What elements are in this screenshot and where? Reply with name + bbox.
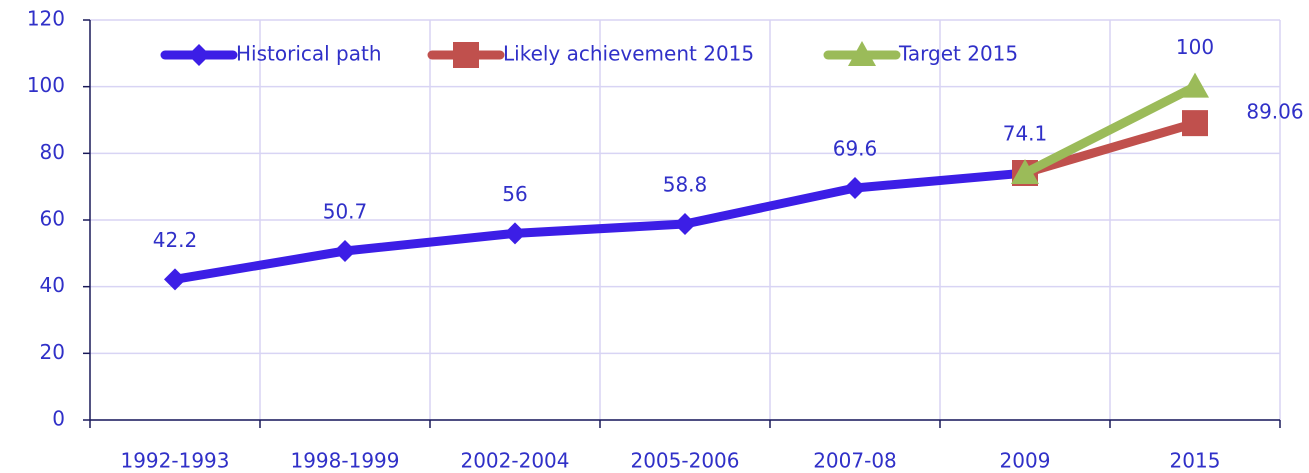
y-tick-label: 20 <box>40 340 65 364</box>
marker <box>1011 159 1039 184</box>
y-tick-label: 80 <box>40 140 65 164</box>
data-label: 50.7 <box>323 200 368 224</box>
data-label: 100 <box>1176 35 1214 59</box>
y-tick-label: 120 <box>27 7 65 31</box>
legend-marker <box>453 42 479 68</box>
legend-label: Likely achievement 2015 <box>503 42 754 66</box>
series-line <box>1023 118 1197 178</box>
legend-label: Target 2015 <box>898 42 1018 66</box>
marker <box>504 222 526 245</box>
x-tick-label: 2015 <box>1170 449 1221 473</box>
y-tick-label: 60 <box>40 207 65 231</box>
marker <box>844 177 866 199</box>
legend-marker <box>848 41 876 66</box>
legend-item: Target 2015 <box>823 41 1018 66</box>
y-tick-label: 0 <box>52 407 65 431</box>
series: 89.06 <box>1012 100 1304 186</box>
x-tick-label: 2002-2004 <box>460 449 569 473</box>
x-tick-label: 1998-1999 <box>290 449 399 473</box>
legend-item: Historical path <box>160 42 382 66</box>
marker <box>1181 72 1209 98</box>
series-line <box>174 168 1026 284</box>
data-label: 69.6 <box>833 137 878 161</box>
x-tick-label: 2009 <box>1000 449 1051 473</box>
x-tick-label: 2005-2006 <box>630 449 739 473</box>
x-tick-label: 2007-08 <box>813 449 897 473</box>
data-label: 42.2 <box>153 228 198 252</box>
y-tick-label: 100 <box>27 73 65 97</box>
legend-marker <box>188 44 210 66</box>
series: 100 <box>1011 35 1214 184</box>
data-label: 89.06 <box>1246 100 1303 124</box>
legend-item: Likely achievement 2015 <box>427 42 754 68</box>
marker <box>334 240 356 262</box>
legend-label: Historical path <box>236 42 382 66</box>
data-label: 74.1 <box>1003 122 1048 146</box>
y-tick-label: 40 <box>40 273 65 297</box>
series-line <box>1022 82 1198 178</box>
marker <box>674 213 696 235</box>
data-label: 58.8 <box>663 173 708 197</box>
data-label: 56 <box>502 182 527 206</box>
marker <box>1182 110 1208 137</box>
marker <box>164 268 186 291</box>
x-tick-label: 1992-1993 <box>120 449 229 473</box>
